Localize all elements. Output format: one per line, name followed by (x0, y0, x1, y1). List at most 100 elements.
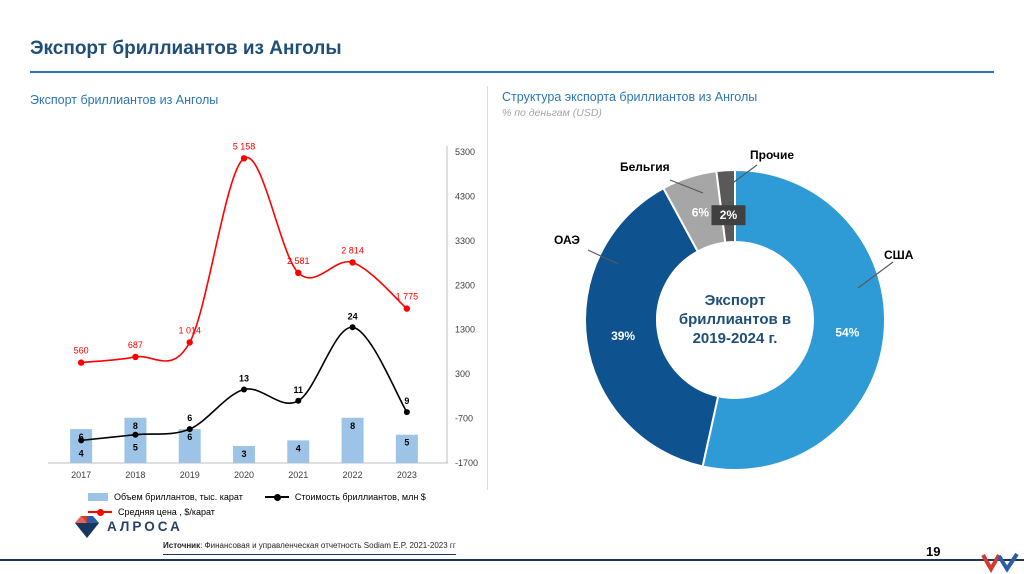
bar (341, 417, 364, 463)
svg-text:1300: 1300 (455, 325, 475, 335)
bars-volume: 6 8 6 3 4 8 5 (70, 417, 418, 463)
legend-red-dot (97, 508, 104, 516)
source-text: : Финансовая и управленческая отчетность… (200, 541, 456, 550)
line-price-point (403, 305, 411, 312)
svg-text:8: 8 (133, 421, 138, 431)
line-price-point (295, 269, 302, 277)
svg-text:2 814: 2 814 (341, 245, 364, 255)
svg-text:13: 13 (239, 373, 249, 383)
alrosa-diamond-icon (75, 516, 99, 538)
line-price: 560 687 1 014 5 158 2 581 2 814 1 775 (74, 141, 419, 366)
slice-label-uae: ОАЭ (554, 233, 580, 247)
svg-text:2017: 2017 (71, 470, 91, 480)
svg-text:6: 6 (79, 432, 84, 442)
bottom-divider (0, 559, 1024, 561)
bar (395, 434, 418, 463)
line-value-point (132, 431, 139, 438)
line-price-point (77, 359, 85, 366)
svg-text:8: 8 (350, 421, 355, 431)
bar (70, 429, 93, 463)
slice-1 (584, 186, 720, 468)
bar (287, 440, 310, 463)
svg-text:24: 24 (348, 311, 358, 321)
line-value: 4 5 6 13 11 24 9 (78, 311, 410, 458)
source-label: Источник (163, 541, 201, 550)
line-price-point (186, 339, 193, 346)
donut-percent-labels: 54% 39% 6% 2% (611, 205, 860, 343)
axis: 5300 4300 3300 2300 1300 300 -700 -1700 2017 2018… (48, 146, 478, 480)
legend-item-price: Средняя цена , $/карат (88, 507, 215, 517)
line-value-point (241, 386, 247, 393)
donut-slices (584, 168, 886, 471)
chart-legend: Объем бриллантов, тыс. карат Стоимость б… (88, 492, 426, 522)
corner-logo-icon (981, 552, 1019, 573)
svg-text:1 775: 1 775 (396, 292, 419, 302)
right-chart-title: Структура экспорта бриллиантов из Анголы (502, 90, 758, 104)
svg-text:2023: 2023 (397, 470, 417, 480)
bar (233, 446, 255, 463)
svg-text:5: 5 (133, 443, 138, 453)
legend-label-value: Стоимость бриллиантов, млн $ (294, 492, 426, 502)
line-value-point (403, 409, 410, 416)
line-value-point (295, 397, 302, 404)
slice-label-usa: США (884, 248, 914, 262)
svg-text:-1700: -1700 (455, 458, 478, 468)
legend-label-volume: Объем бриллантов, тыс. карат (114, 492, 243, 502)
legend-label-price: Средняя цена , $/карат (118, 507, 215, 517)
line-price-point (349, 259, 356, 266)
svg-text:2021: 2021 (288, 470, 308, 480)
svg-text:11: 11 (294, 385, 304, 395)
bar (178, 429, 201, 463)
source-note: Источник: Финансовая и управленческая от… (163, 541, 456, 555)
combo-chart: 5300 4300 3300 2300 1300 300 -700 -1700 2017 2018… (48, 141, 478, 480)
donut-center-label: Экспорт бриллиантов в 2019-2024 г. (678, 292, 792, 347)
legend-item-value: Стоимость бриллиантов, млн $ (264, 492, 426, 502)
svg-text:2018: 2018 (125, 470, 145, 480)
svg-text:6: 6 (187, 432, 192, 442)
page-title: Экспорт бриллиантов из Анголы (30, 38, 342, 59)
svg-text:560: 560 (74, 346, 89, 356)
svg-text:687: 687 (128, 340, 143, 350)
svg-text:9: 9 (404, 396, 409, 406)
alrosa-logo: АЛРОСА (72, 512, 183, 540)
slice-label-belgium: Бельгия (620, 160, 670, 174)
svg-text:4: 4 (79, 448, 84, 458)
legend-black-line-swatch (264, 493, 289, 501)
svg-text:2 581: 2 581 (287, 256, 310, 266)
slice-label-other: Прочие (750, 148, 795, 162)
line-price-point (240, 155, 248, 162)
svg-text:2022: 2022 (343, 470, 363, 480)
legend-bar-swatch (88, 493, 108, 501)
svg-text:4: 4 (296, 443, 301, 453)
title-divider (30, 71, 994, 73)
page-number: 19 (926, 544, 941, 559)
line-value-point (78, 437, 85, 444)
slice-0 (701, 168, 886, 471)
svg-text:3300: 3300 (455, 236, 475, 246)
pct-callout-box (711, 205, 746, 226)
svg-text:1 014: 1 014 (178, 325, 201, 335)
line-value-point (186, 426, 193, 433)
legend-row: Объем бриллантов, тыс. карат Стоимость б… (88, 492, 426, 502)
svg-text:54%: 54% (835, 325, 859, 339)
line-value-point (349, 324, 356, 331)
svg-text:-700: -700 (455, 414, 473, 424)
legend-row: Средняя цена , $/карат (88, 507, 426, 517)
legend-black-dot (273, 493, 281, 501)
legend-red-line-swatch (88, 508, 112, 516)
svg-text:4300: 4300 (455, 191, 475, 201)
donut-callout-lines (587, 164, 894, 289)
svg-text:5 158: 5 158 (233, 141, 256, 151)
svg-text:2019: 2019 (180, 470, 200, 480)
svg-text:2020: 2020 (234, 470, 254, 480)
svg-text:39%: 39% (611, 329, 635, 343)
panel-divider (487, 86, 488, 490)
svg-text:6%: 6% (692, 205, 710, 219)
left-chart-title: Экспорт бриллиантов из Анголы (30, 93, 219, 107)
donut-chart: 54% 39% 6% 2% (584, 164, 894, 471)
svg-text:300: 300 (455, 369, 470, 379)
svg-text:2%: 2% (720, 208, 738, 222)
svg-text:2300: 2300 (455, 280, 475, 290)
bar (124, 417, 147, 463)
